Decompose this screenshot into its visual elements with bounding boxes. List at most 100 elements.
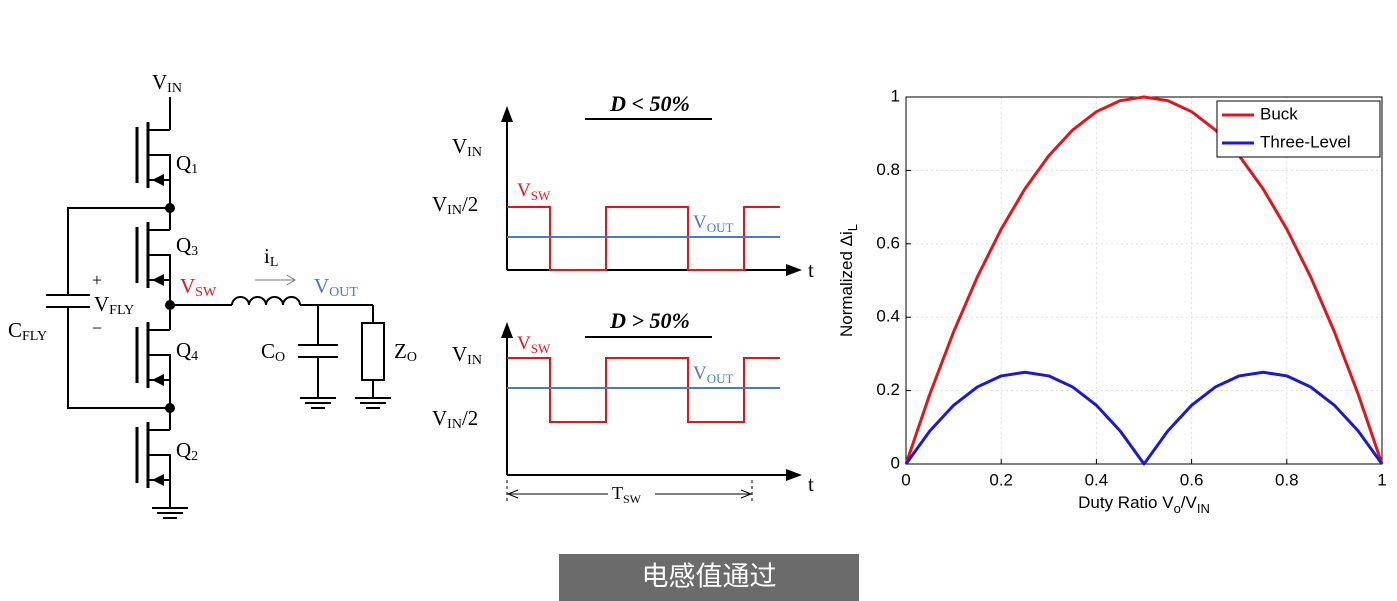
label-sub: SW (531, 341, 551, 356)
label-sub: FLY (109, 303, 134, 318)
label-main: V (452, 342, 467, 366)
x-axis-label: Duty Ratio Vo/VIN (1078, 493, 1210, 516)
body (148, 254, 171, 280)
arrow (152, 474, 164, 486)
label-main: V (452, 134, 467, 158)
label: VIN/2 (432, 192, 478, 218)
y-tick-label: 0.2 (876, 380, 900, 399)
label: VOUT (314, 274, 358, 300)
label-main: Q (176, 151, 191, 175)
label-tail: /2 (462, 406, 478, 430)
label-main: V (94, 292, 109, 316)
label: Q4 (176, 338, 198, 364)
label: − (92, 318, 102, 338)
label: D > 50% (609, 308, 690, 333)
label: Q1 (176, 151, 198, 177)
label-sub: SW (531, 188, 551, 203)
label-main: V (693, 363, 707, 384)
label-sub: IN (467, 353, 482, 368)
legend-box (1216, 100, 1381, 158)
label-tail: /2 (462, 192, 478, 216)
x-tick-label: 0.4 (1085, 470, 1109, 489)
label-main: V (314, 274, 329, 298)
legend-label: Buck (1260, 104, 1298, 123)
label-sub: OUT (707, 220, 734, 235)
label-sub: O (407, 350, 417, 365)
x-axis-label-part: o (1174, 501, 1181, 516)
transistor (135, 422, 171, 488)
body (148, 454, 171, 480)
x-tick-label: 0.2 (989, 470, 1013, 489)
arrow (152, 174, 164, 186)
label: ZO (394, 339, 417, 365)
label-main: V (517, 333, 531, 354)
y-tick-label: 0.8 (876, 160, 900, 179)
arrow (152, 274, 164, 286)
transistor (135, 222, 171, 288)
label: TSW (612, 483, 642, 506)
series-line (904, 370, 1384, 466)
arrow (152, 374, 164, 386)
label: iL (264, 244, 278, 270)
x-tick-label: 0.6 (1180, 470, 1204, 489)
label-main: V (693, 212, 707, 233)
caption-box (559, 554, 859, 601)
label-main: Q (176, 233, 191, 257)
label: CFLY (8, 318, 47, 344)
y-tick-label: 1 (891, 86, 900, 105)
label: t (808, 472, 814, 496)
label-main: C (8, 318, 22, 342)
label-sub: 3 (191, 244, 198, 259)
x-axis-label-part: Duty Ratio V (1078, 493, 1174, 512)
y-tick-label: 0 (891, 453, 900, 472)
label-main: T (612, 483, 623, 503)
label: VIN (452, 134, 482, 160)
transistor (135, 122, 171, 188)
label-sub: FLY (22, 329, 47, 344)
waveforms (501, 106, 802, 503)
label: Q3 (176, 233, 198, 259)
label-main: V (180, 274, 195, 298)
body (148, 154, 171, 180)
label-main: V (432, 406, 447, 430)
label-sub: 1 (191, 162, 198, 177)
label: VIN (152, 70, 182, 96)
label-sub: 4 (191, 349, 198, 364)
label-sub: 2 (191, 449, 198, 464)
label-sub: IN (447, 203, 462, 218)
circuit-wires (46, 97, 391, 519)
y-tick-label: 0.4 (876, 307, 900, 326)
label: + (92, 270, 102, 290)
body (148, 354, 171, 380)
label: Q2 (176, 438, 198, 464)
label-main: Z (394, 339, 407, 363)
y-axis-label-part: L (845, 224, 860, 231)
label: VIN (452, 342, 482, 368)
x-tick-label: 0.8 (1275, 470, 1299, 489)
label: VIN/2 (432, 406, 478, 432)
label: D < 50% (609, 91, 690, 116)
label-sub: O (275, 350, 285, 365)
x-axis-label-part: /V (1181, 493, 1198, 512)
y-tick-label: 0.6 (876, 233, 900, 252)
label: VOUT (693, 363, 734, 386)
label: VFLY (94, 292, 134, 318)
current-arrow-head (286, 274, 296, 286)
transistor (135, 322, 171, 388)
label-sub: L (270, 255, 279, 270)
label-sub: OUT (329, 285, 358, 300)
label-main: V (517, 180, 531, 201)
x-tick-label: 0 (901, 470, 910, 489)
x-axis-label-part: IN (1197, 501, 1210, 516)
label-sub: SW (623, 492, 642, 506)
label: VSW (517, 333, 551, 356)
label-main: Q (176, 438, 191, 462)
label-sub: OUT (707, 371, 734, 386)
label-main: Q (176, 338, 191, 362)
label-sub: IN (447, 417, 462, 432)
label-main: V (152, 70, 167, 94)
y-axis-label-part: Normalized Δi (837, 231, 856, 337)
junctions (165, 203, 175, 413)
label-main: V (432, 192, 447, 216)
